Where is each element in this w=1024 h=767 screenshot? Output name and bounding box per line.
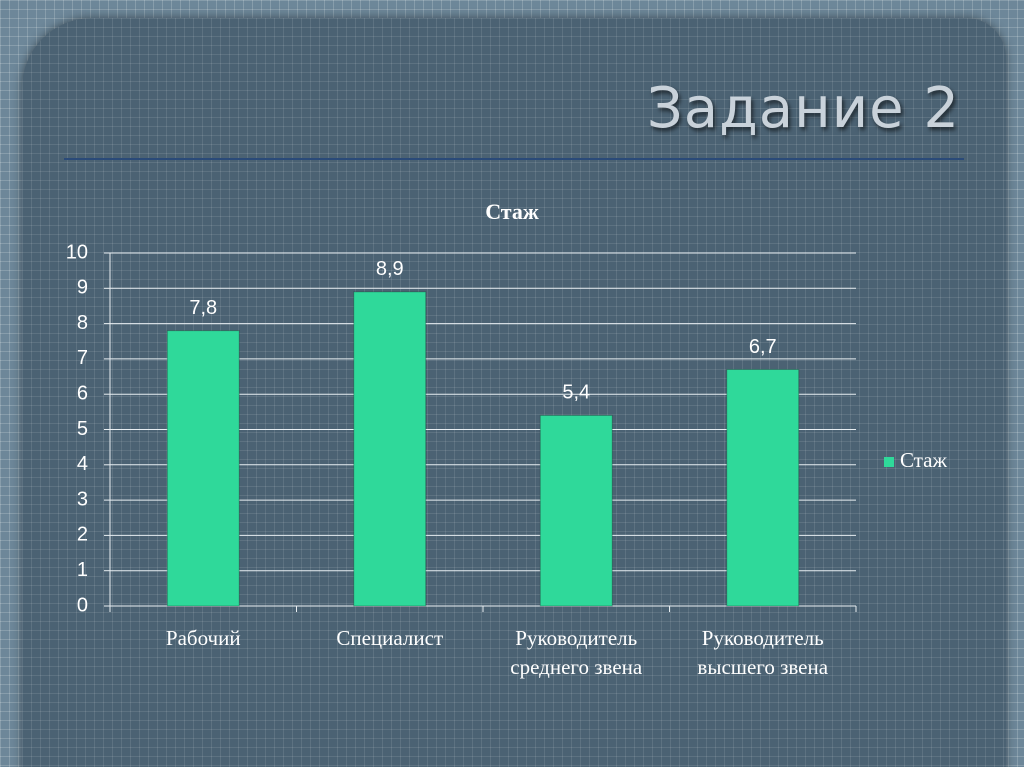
bar [166,330,240,607]
y-tick-label: 9 [77,277,88,299]
bar [726,368,800,607]
x-tick-label: Руководитель высшего звена [697,626,829,679]
legend-swatch [884,457,894,467]
y-tick-label: 10 [66,241,88,263]
slide-title: Задание 2 [646,76,960,141]
title-rule [64,158,964,160]
x-tick-label: Специалист [336,626,444,650]
y-tick-label: 5 [77,418,88,440]
value-label: 7,8 [189,297,217,319]
chart-title: Стаж [485,199,539,224]
panel [22,18,1006,767]
y-tick-label: 3 [77,488,88,510]
value-label: 5,4 [562,382,590,404]
y-tick-label: 6 [77,382,88,404]
x-tick-label: Руководитель среднего звена [510,626,643,679]
x-tick-label: Рабочий [165,626,241,650]
bar [539,414,613,607]
y-tick-label: 1 [77,559,88,581]
legend-label: Стаж [900,448,947,472]
bar [353,291,427,607]
y-tick-label: 2 [77,524,88,546]
y-tick-label: 8 [77,312,88,334]
value-label: 8,9 [376,258,404,280]
value-label: 6,7 [749,336,777,358]
y-tick-label: 7 [77,347,88,369]
y-tick-label: 0 [77,594,88,616]
y-tick-label: 4 [77,453,88,475]
